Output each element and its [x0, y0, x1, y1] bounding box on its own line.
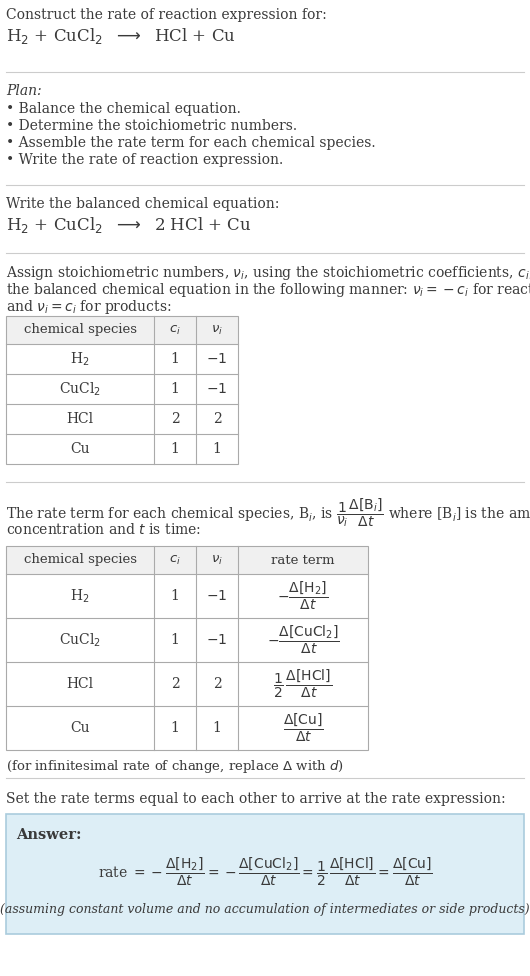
Text: $-1$: $-1$: [206, 589, 227, 603]
Text: $-1$: $-1$: [206, 382, 227, 396]
Text: 2: 2: [171, 412, 179, 426]
Text: Write the balanced chemical equation:: Write the balanced chemical equation:: [6, 197, 279, 211]
Text: Cu: Cu: [70, 442, 90, 456]
Text: 1: 1: [171, 352, 180, 366]
Text: 1: 1: [171, 633, 180, 647]
Text: Assign stoichiometric numbers, $\nu_i$, using the stoichiometric coefficients, $: Assign stoichiometric numbers, $\nu_i$, …: [6, 264, 530, 282]
Text: 1: 1: [171, 721, 180, 735]
Text: $-1$: $-1$: [206, 633, 227, 647]
Text: H$_2$ + CuCl$_2$  $\longrightarrow$  HCl + Cu: H$_2$ + CuCl$_2$ $\longrightarrow$ HCl +…: [6, 26, 236, 46]
Text: Cu: Cu: [70, 721, 90, 735]
Text: $\nu_i$: $\nu_i$: [211, 553, 223, 566]
Bar: [6, 316, 238, 344]
Text: $-\dfrac{\Delta[\mathrm{CuCl_2}]}{\Delta t}$: $-\dfrac{\Delta[\mathrm{CuCl_2}]}{\Delta…: [267, 624, 339, 656]
Text: Answer:: Answer:: [16, 828, 82, 842]
Text: CuCl$_2$: CuCl$_2$: [59, 381, 101, 397]
Text: chemical species: chemical species: [23, 553, 137, 566]
Text: 2: 2: [171, 677, 179, 691]
Text: $\dfrac{1}{2}\,\dfrac{\Delta[\mathrm{HCl}]}{\Delta t}$: $\dfrac{1}{2}\,\dfrac{\Delta[\mathrm{HCl…: [273, 668, 332, 700]
Text: $\nu_i$: $\nu_i$: [211, 323, 223, 337]
Text: • Balance the chemical equation.: • Balance the chemical equation.: [6, 102, 241, 116]
Text: $-1$: $-1$: [206, 352, 227, 366]
Text: $c_i$: $c_i$: [169, 323, 181, 337]
FancyBboxPatch shape: [6, 814, 524, 934]
Text: $-\dfrac{\Delta[\mathrm{H_2}]}{\Delta t}$: $-\dfrac{\Delta[\mathrm{H_2}]}{\Delta t}…: [277, 580, 329, 612]
Text: HCl: HCl: [66, 677, 94, 691]
Text: 1: 1: [171, 589, 180, 603]
Text: The rate term for each chemical species, B$_i$, is $\dfrac{1}{\nu_i}\dfrac{\Delt: The rate term for each chemical species,…: [6, 496, 530, 529]
Text: • Assemble the rate term for each chemical species.: • Assemble the rate term for each chemic…: [6, 136, 376, 150]
Text: rate $= -\dfrac{\Delta[\mathrm{H_2}]}{\Delta t} = -\dfrac{\Delta[\mathrm{CuCl_2}: rate $= -\dfrac{\Delta[\mathrm{H_2}]}{\D…: [98, 856, 432, 888]
Text: $c_i$: $c_i$: [169, 553, 181, 566]
Bar: [6, 546, 368, 750]
Text: 1: 1: [213, 442, 222, 456]
Text: 1: 1: [171, 382, 180, 396]
Text: CuCl$_2$: CuCl$_2$: [59, 631, 101, 649]
Text: H$_2$ + CuCl$_2$  $\longrightarrow$  2 HCl + Cu: H$_2$ + CuCl$_2$ $\longrightarrow$ 2 HCl…: [6, 215, 252, 235]
Text: Plan:: Plan:: [6, 84, 42, 98]
Text: HCl: HCl: [66, 412, 94, 426]
Text: and $\nu_i = c_i$ for products:: and $\nu_i = c_i$ for products:: [6, 298, 171, 316]
Text: rate term: rate term: [271, 553, 335, 566]
Bar: [6, 316, 238, 464]
Text: concentration and $t$ is time:: concentration and $t$ is time:: [6, 522, 201, 537]
Text: (for infinitesimal rate of change, replace $\Delta$ with $d$): (for infinitesimal rate of change, repla…: [6, 758, 344, 775]
Bar: [6, 546, 368, 574]
Text: H$_2$: H$_2$: [70, 350, 90, 368]
Bar: [6, 316, 238, 464]
Text: Set the rate terms equal to each other to arrive at the rate expression:: Set the rate terms equal to each other t…: [6, 792, 506, 806]
Text: • Write the rate of reaction expression.: • Write the rate of reaction expression.: [6, 153, 283, 167]
Text: 1: 1: [171, 442, 180, 456]
Bar: [6, 546, 368, 750]
Text: the balanced chemical equation in the following manner: $\nu_i = -c_i$ for react: the balanced chemical equation in the fo…: [6, 281, 530, 299]
Text: 1: 1: [213, 721, 222, 735]
Text: • Determine the stoichiometric numbers.: • Determine the stoichiometric numbers.: [6, 119, 297, 133]
Text: Construct the rate of reaction expression for:: Construct the rate of reaction expressio…: [6, 8, 327, 22]
Text: $\dfrac{\Delta[\mathrm{Cu}]}{\Delta t}$: $\dfrac{\Delta[\mathrm{Cu}]}{\Delta t}$: [282, 712, 323, 744]
Text: 2: 2: [213, 412, 222, 426]
Text: chemical species: chemical species: [23, 323, 137, 337]
Text: H$_2$: H$_2$: [70, 588, 90, 605]
Text: 2: 2: [213, 677, 222, 691]
Text: (assuming constant volume and no accumulation of intermediates or side products): (assuming constant volume and no accumul…: [0, 904, 530, 916]
